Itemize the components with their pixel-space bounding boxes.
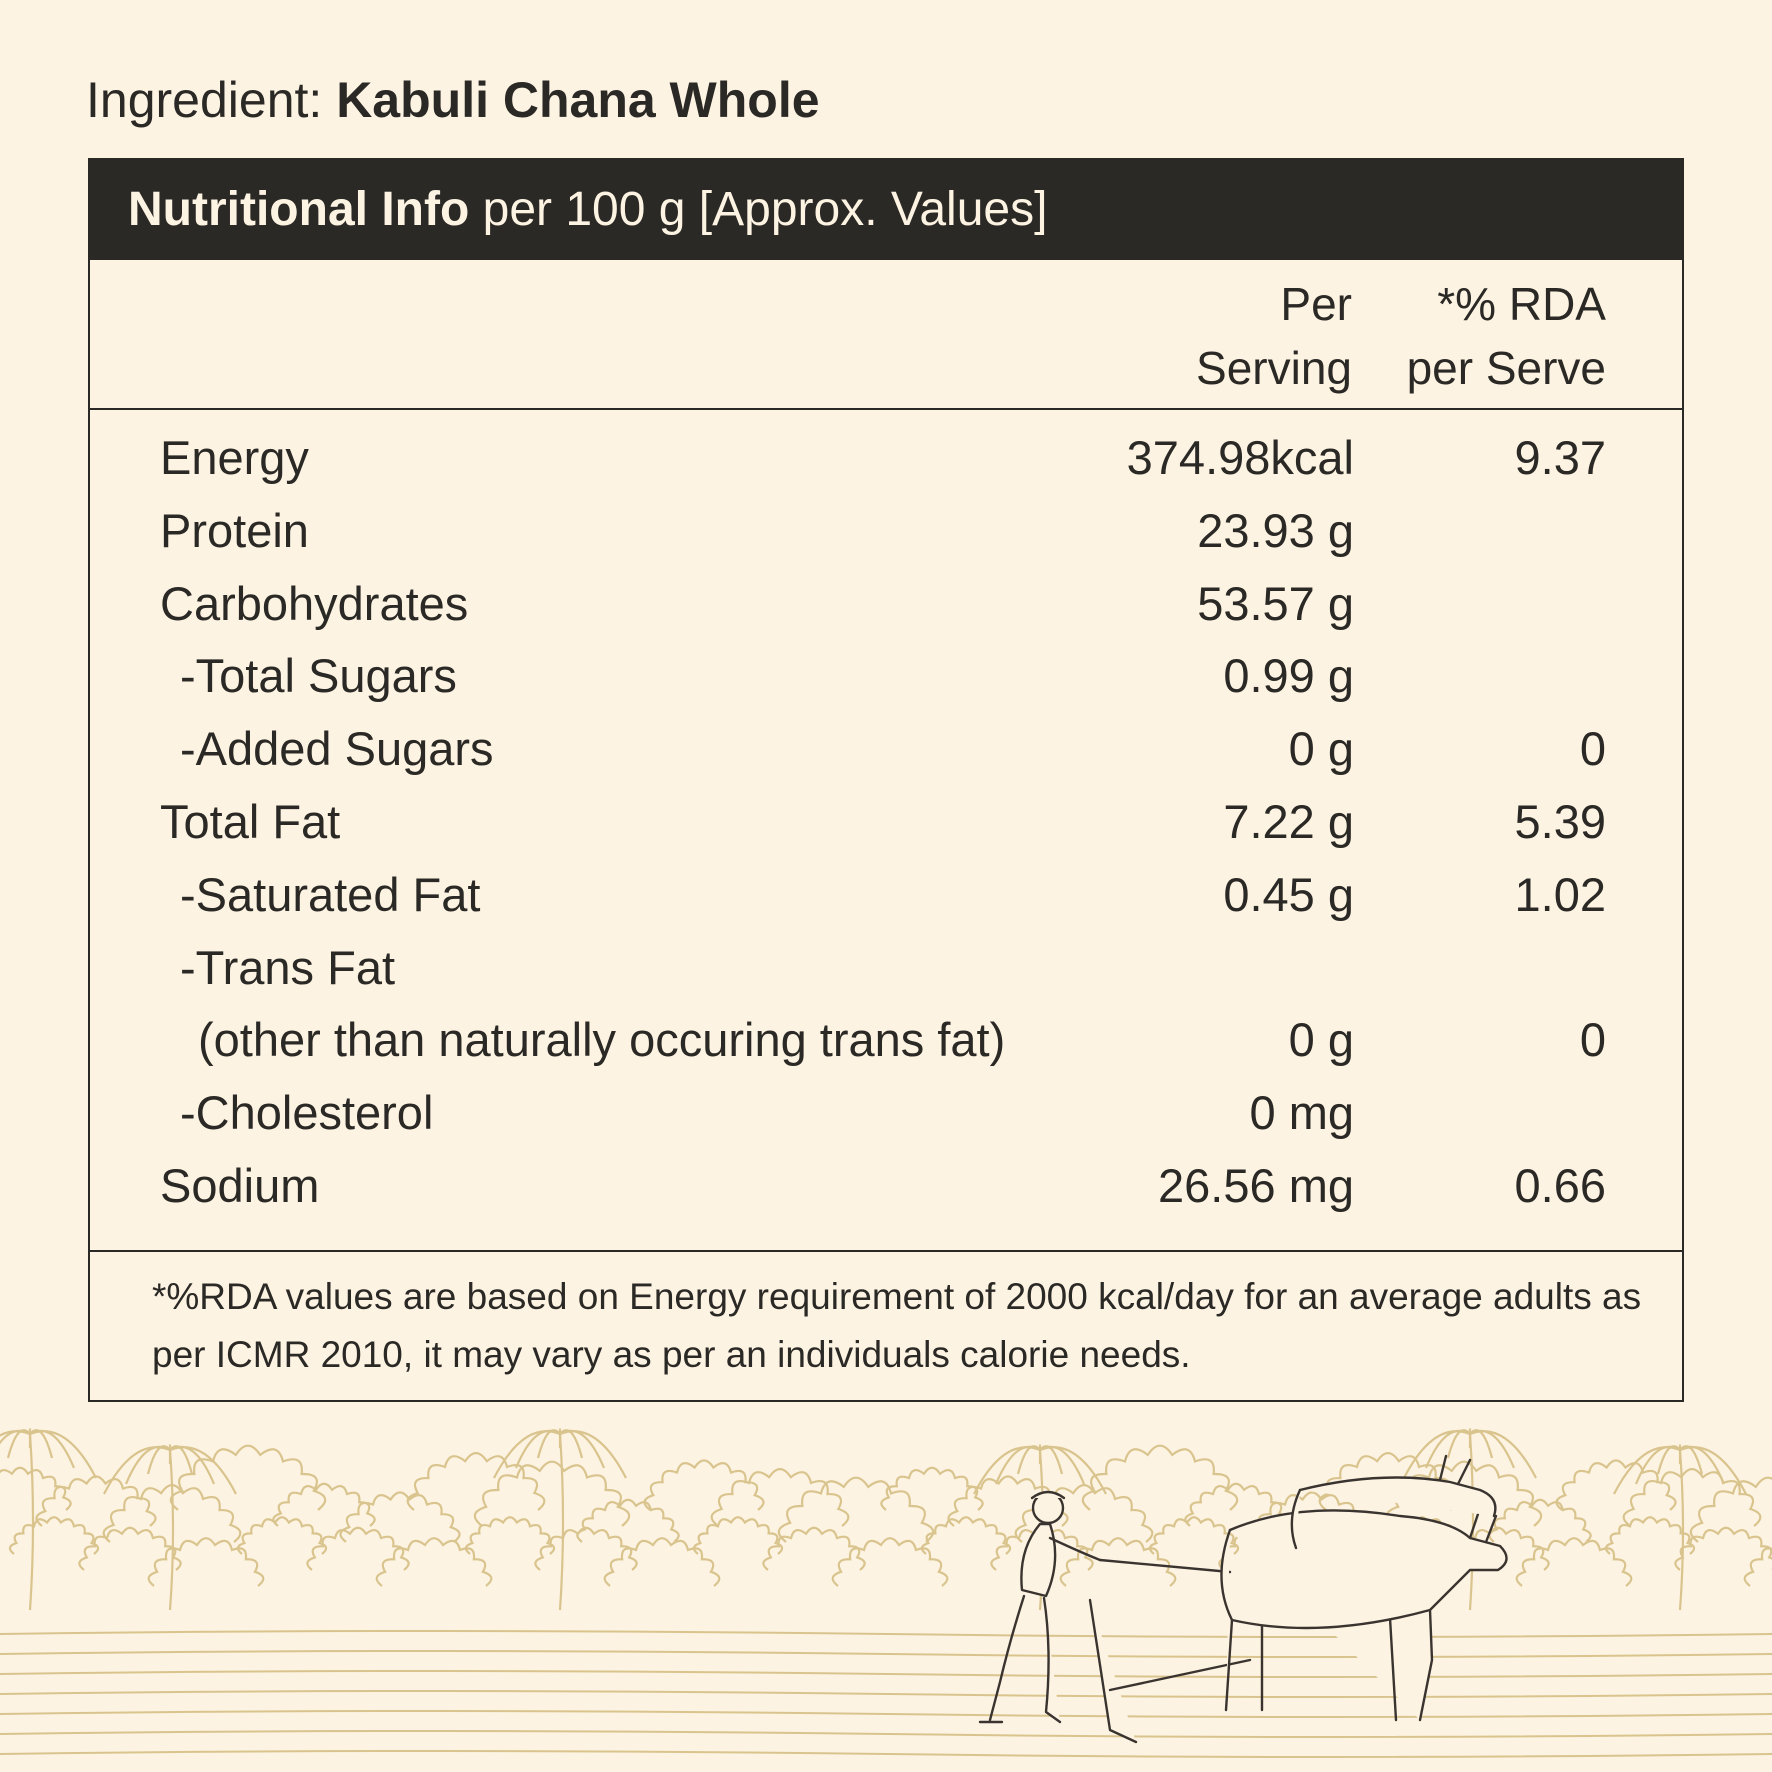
column-header-rda: *% RDA per Serve [1407, 272, 1606, 400]
nutrient-rda: 5.39 [1514, 794, 1606, 848]
ingredient-label: Ingredient: [86, 72, 323, 128]
nutrient-row: Sodium 26.56 mg 0.66 [90, 1150, 1682, 1223]
nutrient-rows: Energy 374.98kcal 9.37 Protein 23.93 g Carboh… [90, 422, 1682, 1223]
nutrient-row: -Total Sugars 0.99 g [90, 640, 1682, 713]
ingredient-line: Ingredient: Kabuli Chana Whole [86, 70, 820, 130]
nutrient-per-serving: 0.45 g [1223, 867, 1354, 921]
nutrient-name: -Cholesterol [180, 1086, 434, 1140]
nutrient-row: -Cholesterol 0 mg [90, 1077, 1682, 1150]
nutrient-per-serving: 0 g [1288, 1013, 1354, 1067]
nutrient-name: -Saturated Fat [180, 867, 481, 921]
nutrient-rda: 0 [1579, 722, 1606, 776]
nutrient-per-serving: 7.22 g [1223, 794, 1354, 848]
nutrient-per-serving: 374.98kcal [1126, 431, 1354, 484]
nutrient-per-serving: 53.57 g [1197, 576, 1354, 630]
column-header-rda-line1: *% RDA [1437, 278, 1606, 330]
nutrient-row: Protein 23.93 g [90, 495, 1682, 568]
nutrient-row: Total Fat 7.22 g 5.39 [90, 786, 1682, 859]
column-header-per-serving: Per Serving [1196, 272, 1352, 400]
panel-title-bold: Nutritional Info [128, 183, 470, 236]
column-header-per-serving-line2: Serving [1196, 342, 1352, 394]
ingredient-value: Kabuli Chana Whole [336, 72, 820, 128]
nutrient-rda: 1.02 [1514, 867, 1606, 921]
nutrient-name: (other than naturally occuring trans fat… [198, 1013, 1006, 1067]
nutrient-row: -Saturated Fat 0.45 g 1.02 [90, 859, 1682, 932]
nutrient-name: Protein [160, 503, 309, 557]
nutrient-rda: 9.37 [1514, 431, 1606, 484]
nutrient-per-serving: 26.56 mg [1158, 1158, 1354, 1212]
panel-title: Nutritional Info per 100 g [Approx. Valu… [90, 160, 1682, 260]
nutrient-name: -Added Sugars [180, 722, 494, 776]
rda-footnote: *%RDA values are based on Energy require… [152, 1276, 1642, 1375]
nutrient-row: -Trans Fat [90, 932, 1682, 1005]
nutrient-name: Total Fat [160, 794, 341, 848]
nutrient-per-serving: 23.93 g [1197, 503, 1354, 557]
farmer-ploughing-with-oxen-illustration [0, 1428, 1772, 1758]
nutrient-row: (other than naturally occuring trans fat… [90, 1004, 1682, 1077]
nutrient-per-serving: 0 mg [1249, 1086, 1355, 1140]
nutrient-rda: 0 [1579, 1013, 1606, 1067]
nutrient-name: -Total Sugars [180, 649, 457, 703]
nutrient-row: Energy 374.98kcal 9.37 [90, 422, 1682, 495]
header-divider [90, 408, 1682, 410]
panel-title-rest: per 100 g [Approx. Values] [482, 183, 1048, 236]
nutrient-name: -Trans Fat [180, 940, 396, 994]
nutrient-name: Carbohydrates [160, 576, 469, 630]
nutrient-row: -Added Sugars 0 g 0 [90, 713, 1682, 786]
nutrient-per-serving: 0.99 g [1223, 649, 1354, 703]
nutrient-name: Sodium [160, 1158, 320, 1212]
nutrient-row: Carbohydrates 53.57 g [90, 568, 1682, 641]
footnote-divider [90, 1250, 1682, 1252]
nutrition-panel: Nutritional Info per 100 g [Approx. Valu… [88, 158, 1684, 1402]
column-header-rda-line2: per Serve [1406, 342, 1606, 394]
nutrient-rda: 0.66 [1514, 1158, 1606, 1212]
nutrient-name: Energy [160, 431, 309, 484]
nutrient-per-serving: 0 g [1288, 722, 1354, 776]
column-header-per-serving-line1: Per [1280, 278, 1352, 330]
